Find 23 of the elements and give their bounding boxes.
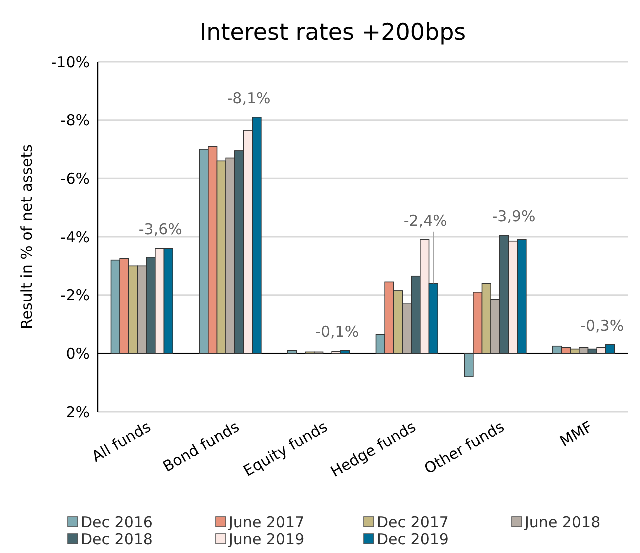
y-axis-title: Result in % of net assets: [18, 144, 36, 330]
legend-label: Dec 2016: [81, 513, 153, 532]
data-label: -8,1%: [227, 89, 271, 108]
y-tick-label: 2%: [66, 403, 90, 422]
y-tick-label: -6%: [60, 170, 90, 188]
legend-label: Dec 2019: [377, 530, 449, 548]
legend-label: June 2017: [228, 513, 305, 532]
y-tick-label: -10%: [51, 53, 90, 72]
data-label: -0,3%: [580, 316, 624, 335]
data-label: -0,1%: [316, 322, 360, 341]
data-label: -2,4%: [404, 212, 448, 230]
y-tick-label: -4%: [60, 228, 90, 246]
x-tick-label: MMF: [556, 418, 596, 451]
y-tick-label: -8%: [60, 112, 90, 130]
chart-title: Interest rates +200bps: [200, 20, 466, 46]
legend-label: June 2019: [228, 530, 305, 548]
data-label: -3,9%: [492, 208, 536, 226]
data-label: -3,6%: [138, 220, 182, 239]
legend-label: Dec 2017: [377, 513, 449, 532]
legend-label: June 2018: [524, 513, 601, 532]
y-tick-label: 0%: [66, 344, 90, 363]
legend-label: Dec 2018: [81, 530, 153, 548]
y-tick-label: -2%: [60, 286, 90, 305]
